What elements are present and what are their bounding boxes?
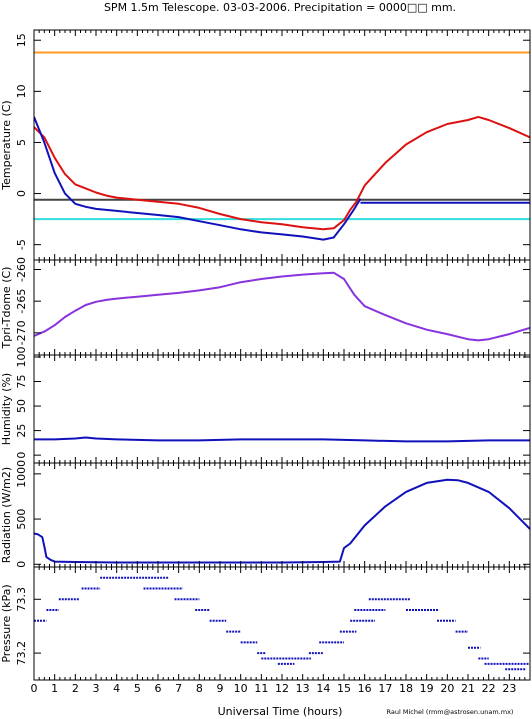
- series-line-blue-2: [34, 116, 362, 241]
- x-tick-label: 15: [337, 682, 351, 695]
- series-group: [34, 478, 530, 564]
- series-group: [34, 51, 530, 241]
- y-axis-label: Radiation (W/m2): [0, 467, 13, 563]
- x-tick-label: 5: [134, 682, 141, 695]
- y-tick-label: 73.2: [15, 641, 28, 666]
- y-tick-label: 500: [15, 509, 28, 530]
- x-tick-label: 20: [440, 682, 454, 695]
- x-tick-label: 11: [254, 682, 268, 695]
- y-tick-label: -265: [15, 289, 28, 314]
- panel-frame: [33, 259, 531, 356]
- y-tick-label: -260: [15, 257, 28, 282]
- y-tick-label: 75: [15, 375, 28, 389]
- x-tick-label: 16: [358, 682, 372, 695]
- x-tick-label: 13: [296, 682, 310, 695]
- series-line-blue-1: [34, 478, 530, 564]
- y-tick-label: -5: [15, 239, 28, 250]
- panel-frame: [33, 354, 531, 464]
- series-line-blue-1: [34, 436, 530, 443]
- y-tick-label: 100: [15, 346, 28, 367]
- y-tick-label: 0: [15, 190, 28, 197]
- x-axis-label: Universal Time (hours): [218, 705, 343, 718]
- x-tick-label: 1: [51, 682, 58, 695]
- x-tick-label: 4: [113, 682, 120, 695]
- x-tick-label: 9: [217, 682, 224, 695]
- x-tick-label: 19: [420, 682, 434, 695]
- x-tick-label: 12: [275, 682, 289, 695]
- y-tick-label: -270: [15, 320, 28, 345]
- x-tick-label: 6: [155, 682, 162, 695]
- y-tick-label: 15: [15, 33, 28, 47]
- panel-frame: [33, 462, 531, 568]
- x-tick-label: 8: [196, 682, 203, 695]
- x-tick-label: 23: [502, 682, 516, 695]
- x-tick-label: 7: [175, 682, 182, 695]
- x-tick-label: 10: [234, 682, 248, 695]
- x-tick-label: 3: [93, 682, 100, 695]
- series-group: [34, 271, 530, 342]
- y-axis-label: Temperature (C): [0, 100, 13, 190]
- y-tick-label: 5: [15, 139, 28, 146]
- x-tick-label: 2: [72, 682, 79, 695]
- y-tick-label: 1000: [15, 460, 28, 488]
- series-line-red-1: [34, 115, 530, 231]
- panel-1: -5 0 5 10 15 Temperature (C): [0, 29, 531, 261]
- y-tick-label: 25: [15, 424, 28, 438]
- x-tick-label: 17: [378, 682, 392, 695]
- x-tick-label: 21: [461, 682, 475, 695]
- y-axis-label: Tpri-Tdome (C): [0, 267, 13, 350]
- y-tick-label: 0: [15, 561, 28, 568]
- x-tick-label: 18: [399, 682, 413, 695]
- y-tick-label: 50: [15, 399, 28, 413]
- chart-title: SPM 1.5m Telescope. 03-03-2006. Precipit…: [104, 1, 456, 14]
- x-tick-label: 14: [316, 682, 330, 695]
- panel-frame: [33, 29, 531, 261]
- series-group: [34, 576, 530, 671]
- series-line-purple-1: [34, 271, 530, 342]
- credit-label: Raul Michel (rmm@astrosen.unam.mx): [387, 708, 514, 716]
- y-tick-label: 0: [15, 452, 28, 459]
- y-axis-label: Humidity (%): [0, 373, 13, 445]
- y-axis-label: Pressure (kPa): [0, 584, 13, 662]
- x-tick-label: 22: [482, 682, 496, 695]
- y-tick-label: 73.3: [15, 587, 28, 612]
- y-tick-label: 10: [15, 84, 28, 98]
- x-tick-label: 0: [31, 682, 38, 695]
- series-group: [34, 436, 530, 443]
